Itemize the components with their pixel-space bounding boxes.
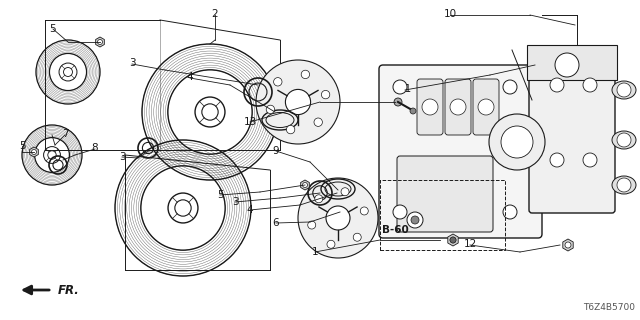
Text: 4: 4 [246,205,253,215]
Text: 9: 9 [273,146,279,156]
Circle shape [353,233,361,241]
FancyBboxPatch shape [379,65,542,238]
Circle shape [583,78,597,92]
Circle shape [478,99,494,115]
Circle shape [501,126,533,158]
FancyBboxPatch shape [397,156,493,232]
Circle shape [63,68,72,76]
Polygon shape [95,37,104,47]
FancyBboxPatch shape [445,79,471,135]
Circle shape [450,99,466,115]
Text: 5: 5 [50,24,56,34]
Circle shape [394,98,402,106]
Text: 5: 5 [19,141,26,151]
Circle shape [266,105,275,114]
Circle shape [31,149,36,155]
Circle shape [411,216,419,224]
FancyBboxPatch shape [473,79,499,135]
Circle shape [555,53,579,77]
Text: 7: 7 [61,129,68,139]
Text: 3: 3 [129,58,135,68]
Circle shape [489,114,545,170]
Circle shape [202,104,218,120]
Text: 4: 4 [187,72,193,82]
Ellipse shape [612,81,636,99]
Circle shape [175,200,191,216]
Circle shape [256,60,340,144]
Circle shape [565,242,571,248]
Text: 3: 3 [118,152,125,162]
Circle shape [450,237,456,243]
Circle shape [285,89,310,115]
Circle shape [287,125,295,134]
Bar [527,45,617,80]
Circle shape [422,99,438,115]
Text: FR.: FR. [58,284,80,297]
Circle shape [341,188,349,196]
FancyBboxPatch shape [529,47,615,213]
Text: T6Z4B5700: T6Z4B5700 [583,303,635,312]
Text: B-60: B-60 [381,225,408,235]
Circle shape [308,221,316,229]
Text: 8: 8 [92,143,99,153]
Text: 5: 5 [217,190,223,200]
Ellipse shape [612,131,636,149]
Circle shape [617,83,631,97]
Text: 13: 13 [243,117,257,127]
Circle shape [360,207,368,215]
FancyBboxPatch shape [417,79,443,135]
Text: 11: 11 [398,84,412,94]
Text: 6: 6 [273,218,279,228]
Circle shape [617,133,631,147]
Circle shape [410,108,416,114]
Polygon shape [563,239,573,251]
Circle shape [450,237,456,243]
Circle shape [393,205,407,219]
Circle shape [407,212,423,228]
Text: 1: 1 [312,247,318,257]
Circle shape [321,91,330,99]
Circle shape [274,78,282,86]
Polygon shape [448,234,458,246]
Bar [380,180,505,250]
Circle shape [550,78,564,92]
Text: 10: 10 [444,9,456,19]
Circle shape [48,151,56,159]
Text: 2: 2 [212,9,218,19]
Polygon shape [301,180,309,190]
Circle shape [503,205,517,219]
Circle shape [97,39,102,44]
Circle shape [393,80,407,94]
Circle shape [315,195,323,203]
Circle shape [298,178,378,258]
Circle shape [617,178,631,192]
Circle shape [503,80,517,94]
Circle shape [326,206,350,230]
Circle shape [301,70,310,79]
Text: 12: 12 [463,239,477,249]
Text: 3: 3 [232,197,238,207]
Circle shape [327,240,335,248]
Circle shape [583,153,597,167]
Circle shape [303,182,307,188]
Polygon shape [29,147,38,157]
Circle shape [550,153,564,167]
Ellipse shape [612,176,636,194]
Circle shape [314,118,323,126]
